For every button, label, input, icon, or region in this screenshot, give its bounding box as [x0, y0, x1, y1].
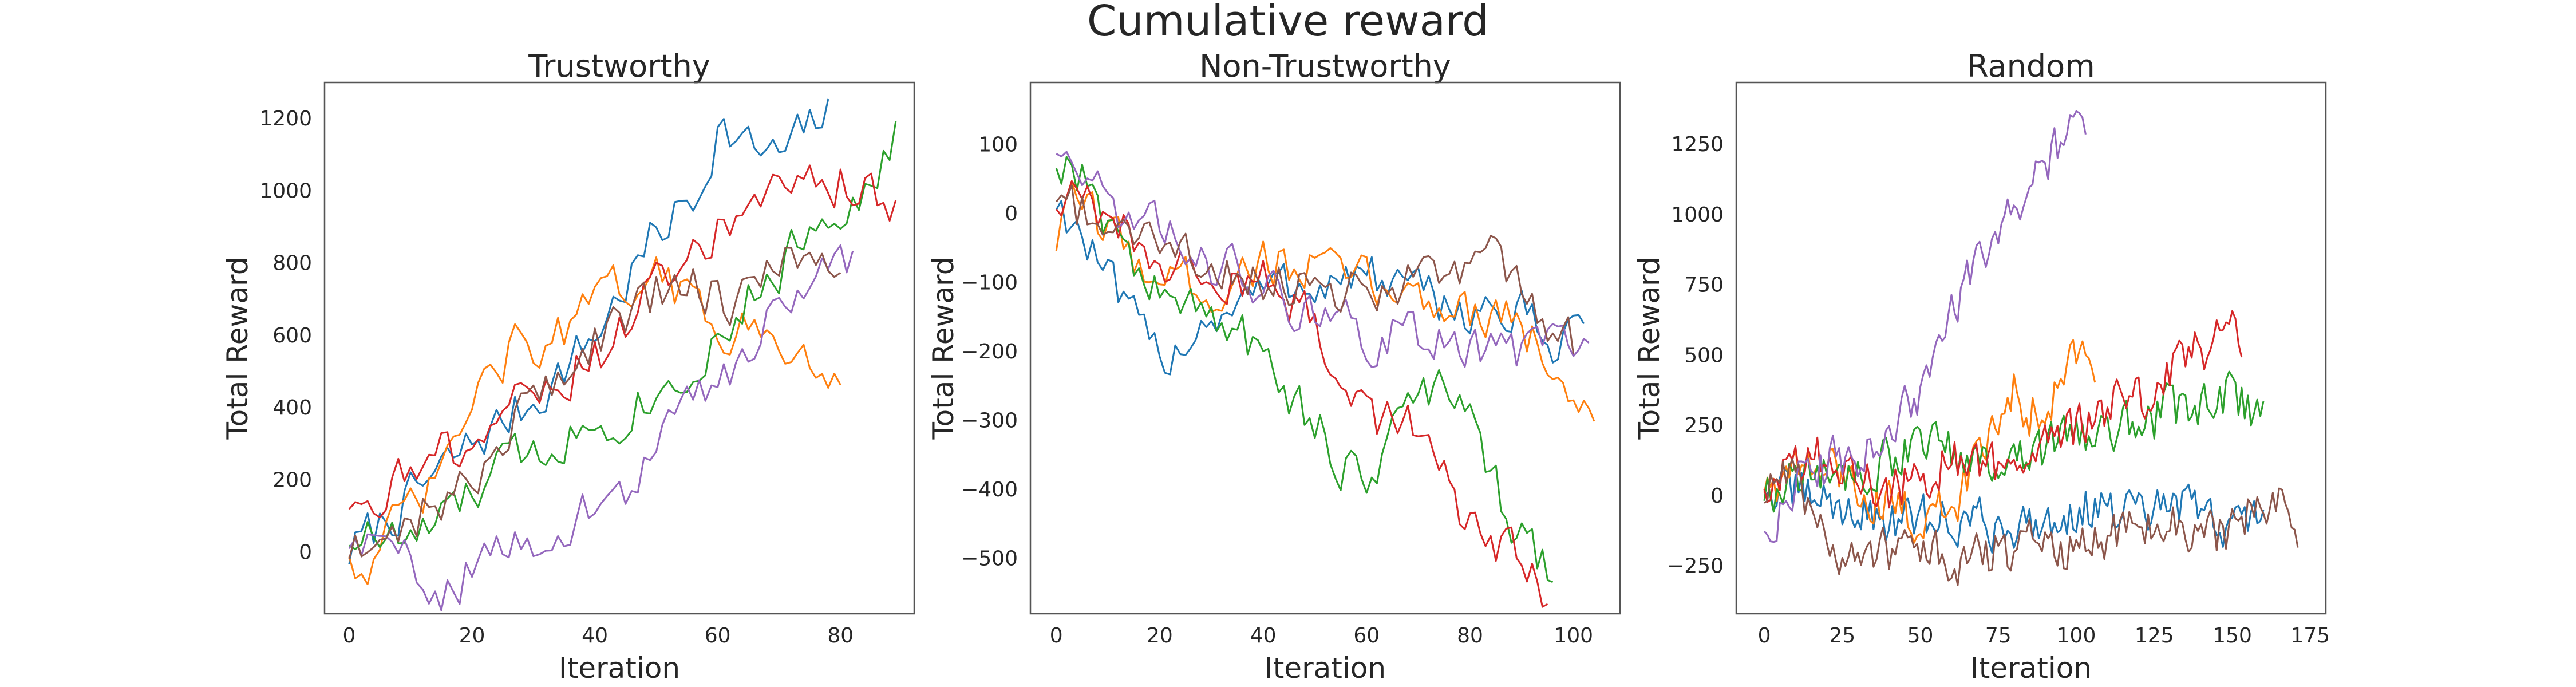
series-line-6: [1056, 184, 1575, 354]
y-tick-label: 1250: [1671, 133, 1724, 156]
series-line-3: [1763, 370, 2265, 513]
panel-title: Non-Trustworthy: [1199, 48, 1451, 84]
x-tick-label: 50: [1907, 624, 1934, 647]
x-tick-label: 60: [1353, 624, 1380, 647]
x-tick-label: 80: [827, 624, 854, 647]
y-tick-label: 0: [299, 541, 312, 564]
y-tick-label: 1000: [1671, 203, 1724, 227]
series-line-4: [1056, 180, 1548, 608]
x-tick-label: 100: [2057, 624, 2096, 647]
x-tick-label: 0: [1050, 624, 1063, 647]
y-tick-label: 1000: [259, 179, 312, 203]
series-line-1: [1055, 199, 1585, 376]
x-axis-label: Iteration: [1970, 652, 2092, 685]
x-tick-label: 40: [1250, 624, 1277, 647]
series-line-4: [348, 164, 897, 519]
y-tick-label: 250: [1684, 414, 1724, 437]
series-group: [1055, 151, 1595, 608]
y-tick-label: 100: [978, 133, 1018, 156]
y-tick-label: 750: [1684, 274, 1724, 297]
x-tick-label: 60: [705, 624, 731, 647]
y-axis-label: Total Reward: [927, 257, 960, 440]
series-line-5: [1763, 110, 2087, 543]
series-line-1: [1763, 464, 2265, 554]
plot-frame: [323, 81, 915, 615]
y-tick-label: −300: [961, 409, 1018, 433]
chart-panel-2: Non-Trustworthy 0 20 40 60 80 100 100 0 −100 −200 −…: [927, 48, 1621, 685]
series-line-2: [348, 256, 841, 585]
y-tick-label: −250: [1667, 555, 1724, 578]
series-line-5: [348, 244, 854, 611]
series-line-3: [1055, 156, 1554, 583]
y-tick-label: 1200: [259, 107, 312, 131]
chart-panel-3: Random 0 25 50 75 100 125 150 175 1250 1000 750 500 2…: [1633, 48, 2330, 685]
y-tick-label: 400: [272, 396, 312, 420]
series-line-5: [1056, 151, 1590, 368]
y-tick-label: 0: [1005, 202, 1018, 226]
x-tick-label: 20: [459, 624, 485, 647]
series-group: [348, 98, 897, 611]
x-tick-label: 150: [2212, 624, 2252, 647]
x-tick-label: 0: [342, 624, 355, 647]
figure-title: Cumulative reward: [1087, 0, 1489, 46]
panel-title: Trustworthy: [528, 48, 710, 84]
y-tick-label: 500: [1684, 344, 1724, 367]
y-tick-label: 800: [272, 252, 312, 275]
series-line-4: [1763, 310, 2243, 509]
x-tick-label: 175: [2290, 624, 2330, 647]
series-group: [1763, 110, 2299, 586]
y-tick-label: 600: [272, 324, 312, 348]
y-tick-label: −500: [961, 547, 1018, 571]
y-axis-label: Total Reward: [221, 257, 254, 440]
series-line-2: [1763, 339, 2096, 544]
y-tick-label: −100: [961, 271, 1018, 295]
x-tick-label: 0: [1758, 624, 1771, 647]
x-tick-label: 25: [1829, 624, 1855, 647]
y-tick-label: −200: [961, 340, 1018, 364]
y-axis-label: Total Reward: [1633, 257, 1666, 440]
x-tick-label: 125: [2135, 624, 2174, 647]
x-tick-label: 80: [1457, 624, 1483, 647]
x-axis-label: Iteration: [559, 652, 680, 685]
y-tick-label: −400: [961, 478, 1018, 502]
series-line-3: [349, 121, 897, 550]
x-axis-label: Iteration: [1265, 652, 1386, 685]
series-line-2: [1055, 180, 1595, 422]
x-tick-label: 20: [1147, 624, 1173, 647]
y-tick-label: 200: [272, 468, 312, 492]
x-tick-label: 100: [1554, 624, 1593, 647]
series-line-6: [348, 247, 841, 560]
x-tick-label: 75: [1985, 624, 2012, 647]
panel-title: Random: [1967, 48, 2095, 84]
x-tick-label: 40: [582, 624, 608, 647]
plot-frame: [1735, 81, 2327, 615]
y-tick-label: 0: [1710, 484, 1724, 508]
plot-frame: [1029, 81, 1621, 615]
series-line-6: [1764, 457, 2299, 586]
